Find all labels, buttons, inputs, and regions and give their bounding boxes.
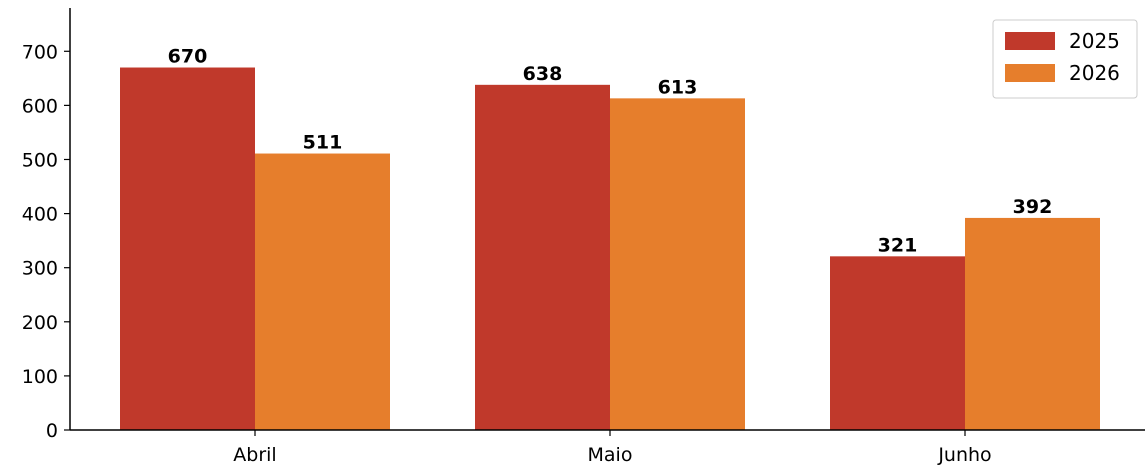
legend-swatch-2026 [1005, 64, 1055, 82]
y-tick-label-0: 0 [46, 420, 58, 442]
x-tick-label-abril: Abril [233, 444, 276, 466]
y-tick-label-500: 500 [22, 149, 58, 171]
legend-label-2025: 2025 [1069, 29, 1120, 53]
data-label-abril-2026: 511 [303, 132, 343, 154]
data-labels-layer: 670 511 638 613 321 392 [168, 46, 1053, 257]
x-tick-label-junho: Junho [937, 444, 991, 466]
bar-junho-2026 [965, 217, 1100, 430]
bars-layer [120, 67, 1100, 431]
bar-abril-2025 [120, 67, 255, 430]
data-label-junho-2025: 321 [878, 234, 918, 256]
bar-maio-2026 [610, 98, 745, 430]
data-label-maio-2026: 613 [658, 76, 698, 98]
y-tick-label-200: 200 [22, 312, 58, 334]
legend-swatch-2025 [1005, 32, 1055, 50]
bar-junho-2025 [830, 256, 965, 430]
bar-maio-2025 [475, 84, 610, 431]
data-label-junho-2026: 392 [1013, 196, 1053, 218]
data-label-abril-2025: 670 [168, 46, 208, 68]
bar-abril-2026 [255, 153, 390, 431]
y-tick-label-600: 600 [22, 95, 58, 117]
y-tick-label-700: 700 [22, 41, 58, 63]
legend-label-2026: 2026 [1069, 61, 1120, 85]
axes-layer: 0 100 200 300 400 500 600 700 Abril Maio Junho [22, 8, 1145, 466]
x-tick-label-maio: Maio [588, 444, 633, 466]
y-tick-label-300: 300 [22, 258, 58, 280]
y-tick-label-100: 100 [22, 366, 58, 388]
y-tick-label-400: 400 [22, 204, 58, 226]
legend: 2025 2026 [992, 19, 1138, 99]
data-label-maio-2025: 638 [523, 63, 563, 85]
